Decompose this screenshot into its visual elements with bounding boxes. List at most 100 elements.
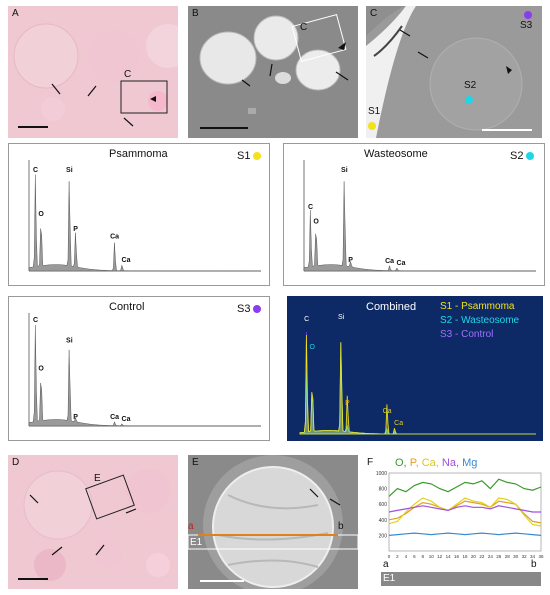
- x-tick-label: 32: [522, 554, 528, 559]
- panel-a-inset-label: C: [124, 69, 132, 80]
- peak-label-c: C: [33, 317, 38, 324]
- spectrum-area: [28, 174, 261, 272]
- peak-label-ca: Ca: [122, 416, 131, 423]
- x-tick-label: 34: [530, 554, 536, 559]
- line-scan-series-na: [388, 505, 541, 513]
- panel-c: C S1 S2 S3: [366, 6, 542, 138]
- y-tick-label: 200: [379, 533, 388, 539]
- combined-legend-s1: S1 - Psammoma: [440, 301, 515, 312]
- combined-legend-s2: S2 - Wasteosome: [440, 315, 520, 326]
- y-tick-label: 400: [379, 518, 388, 524]
- combined-legend-s3: S3 - Control: [440, 329, 494, 340]
- line-scan-strip: E1: [381, 572, 541, 586]
- s1-dot: [368, 122, 376, 130]
- combined-series: [299, 342, 536, 435]
- x-tick-label: 26: [496, 554, 502, 559]
- panel-f-label: F: [367, 457, 374, 468]
- panel-c-label: C: [370, 8, 378, 19]
- spectrum-combined: C O Si P Ca Ca Combined S1 - Psammoma S2 - Wa…: [287, 296, 543, 441]
- x-tick-label: 8: [422, 554, 425, 559]
- panel-b-image: [199, 14, 349, 129]
- peak-label-ca: Ca: [110, 414, 119, 421]
- legend-Mg: Mg: [462, 457, 478, 469]
- panel-c-s3-label: S3: [520, 20, 533, 31]
- peak-label-si: Si: [66, 337, 73, 344]
- panel-e-e1-label: E1: [190, 537, 203, 548]
- legend-O: O,: [395, 457, 407, 469]
- panel-b-label: B: [192, 8, 199, 19]
- peak-label-ca: Ca: [122, 257, 131, 264]
- y-tick-label: 600: [379, 502, 388, 508]
- x-tick-label: 30: [513, 554, 519, 559]
- peak-label-o: O: [38, 211, 44, 218]
- spectrum-wasteosome-sample: S2: [510, 150, 535, 162]
- spectrum-wasteosome-plot: C O Si P Ca Ca: [303, 160, 536, 272]
- s2-legend-dot: [526, 152, 535, 161]
- peak-label-c: C: [33, 167, 38, 174]
- spectrum-psammoma-title: Psammoma: [109, 148, 168, 160]
- spectrum-area: [303, 181, 536, 272]
- x-tick-label: 22: [479, 554, 485, 559]
- panel-f-b-label: b: [531, 559, 537, 570]
- line-scan-series-p: [388, 500, 542, 524]
- x-tick-label: 4: [405, 554, 408, 559]
- panel-e-a-label: a: [188, 521, 194, 532]
- panel-d: D E: [8, 455, 178, 589]
- peak-label-ca: Ca: [385, 258, 394, 265]
- peak-label-c: C: [308, 204, 313, 211]
- spectrum-wasteosome: C O Si P Ca Ca Wasteosome S2: [283, 143, 545, 286]
- x-tick-label: 14: [446, 554, 452, 559]
- panel-c-s1-label: S1: [368, 106, 381, 117]
- spectrum-psammoma-plot: C O Si P Ca Ca: [28, 160, 261, 272]
- s3-legend-dot: [253, 305, 262, 314]
- panel-f-a-label: a: [383, 559, 389, 570]
- x-tick-label: 36: [538, 554, 544, 559]
- line-scan-series-o: [388, 478, 542, 497]
- spectrum-psammoma-sample-label: S1: [237, 150, 251, 162]
- spectrum-wasteosome-title: Wasteosome: [364, 148, 428, 160]
- panel-b-inset-label: C: [300, 22, 308, 33]
- spectrum-psammoma: C O Si P Ca Ca Psammoma S1: [8, 143, 270, 286]
- panel-a: A C: [8, 6, 178, 138]
- panel-c-image: [366, 6, 532, 138]
- peak-label-ca: Ca: [397, 260, 406, 267]
- panel-f: F O, P, Ca, Na, Mg 1000 800 600 400 200 0 2 4 6 8…: [365, 455, 545, 589]
- spectrum-combined-title: Combined: [366, 301, 417, 313]
- combined-peak-label: C: [304, 316, 309, 323]
- x-tick-label: 10: [429, 554, 435, 559]
- panel-e-label: E: [192, 457, 199, 468]
- x-tick-label: 6: [413, 554, 416, 559]
- spectrum-psammoma-sample: S1: [237, 150, 262, 162]
- combined-peak-label: P: [345, 400, 350, 407]
- x-tick-label: 12: [437, 554, 443, 559]
- spectrum-control-sample: S3: [237, 303, 262, 315]
- panel-e-b-label: b: [338, 521, 344, 532]
- x-tick-label: 18: [462, 554, 468, 559]
- x-tick-label: 24: [488, 554, 494, 559]
- panel-d-image: [18, 469, 170, 581]
- y-tick-label: 1000: [376, 471, 387, 477]
- spectrum-area: [28, 324, 261, 427]
- spectrum-control-title: Control: [109, 301, 145, 313]
- peak-label-si: Si: [341, 167, 348, 174]
- s3-dot: [524, 11, 532, 19]
- panel-e: E a b E1: [188, 455, 358, 589]
- peak-label-o: O: [38, 366, 44, 373]
- spectrum-control-plot: C O Si P Ca Ca: [28, 313, 261, 427]
- legend-P: P,: [409, 457, 419, 469]
- peak-label-p: P: [73, 226, 78, 233]
- line-scan-legend: O, P, Ca, Na, Mg: [395, 457, 477, 469]
- panel-d-label: D: [12, 457, 20, 468]
- peak-label-o: O: [313, 219, 319, 226]
- y-tick-label: 800: [379, 487, 388, 493]
- combined-series: [299, 331, 536, 435]
- panel-e-image: [188, 455, 358, 589]
- legend-Na: Na,: [441, 457, 460, 469]
- peak-label-p: P: [348, 257, 353, 264]
- panel-f-e1-label: E1: [383, 573, 396, 584]
- combined-peak-label: Si: [338, 314, 345, 321]
- spectrum-wasteosome-sample-label: S2: [510, 150, 524, 162]
- combined-peak-label: Ca: [394, 420, 403, 427]
